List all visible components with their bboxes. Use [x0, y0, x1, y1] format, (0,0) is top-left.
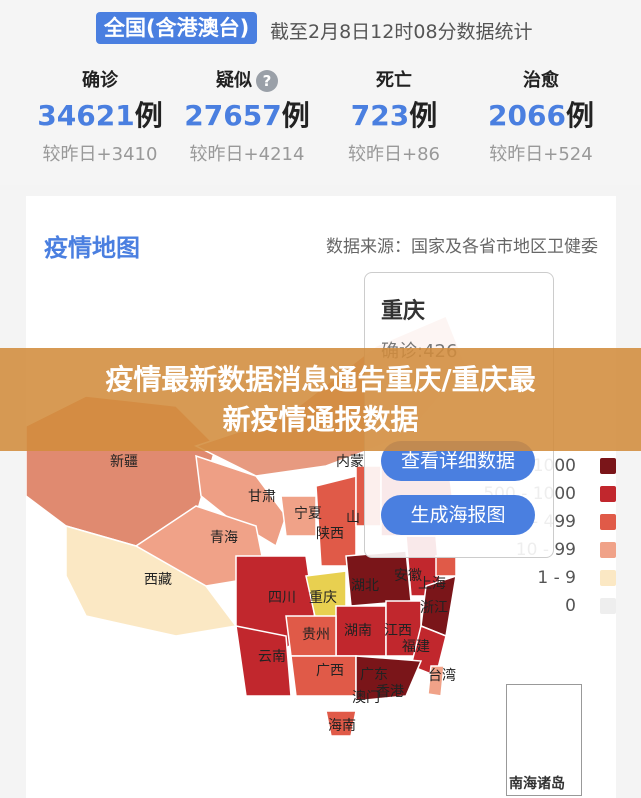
province-label: 陕西	[316, 526, 344, 542]
scope-badge[interactable]: 全国(含港澳台)	[96, 12, 258, 44]
province-label: 新疆	[110, 454, 138, 470]
region-hainan	[325, 710, 357, 737]
region-yunnan	[235, 625, 292, 697]
province-label: 内蒙	[336, 454, 364, 470]
province-label: 上海	[418, 576, 446, 592]
stat-deaths: 死亡 723例 较昨日+86	[348, 70, 440, 165]
province-label: 青海	[210, 530, 238, 546]
question-circle-icon[interactable]: ?	[256, 70, 278, 92]
province-label: 西藏	[144, 572, 172, 588]
province-label: 香港	[376, 684, 404, 700]
province-label: 湖南	[344, 623, 372, 639]
province-label: 重庆	[309, 590, 337, 606]
as-of-text: 截至2月8日12时08分数据统计	[270, 21, 533, 43]
legend-swatch	[600, 542, 616, 558]
province-label: 台湾	[428, 667, 456, 684]
south-china-sea-inset: 南海诸岛	[506, 684, 582, 796]
region-xizang	[65, 525, 238, 637]
province-label: 福建	[402, 639, 430, 655]
region-taiwan	[427, 665, 445, 697]
summary-panel: 全国(含港澳台) 截至2月8日12时08分数据统计 确诊 34621例 较昨日+…	[0, 0, 641, 185]
legend-swatch	[600, 598, 616, 614]
province-label: 四川	[268, 590, 296, 606]
province-label: 甘肃	[248, 489, 276, 505]
data-source: 数据来源：国家及各省市地区卫健委	[326, 237, 598, 257]
legend-swatch	[600, 514, 616, 530]
map-title: 疫情地图	[44, 234, 140, 262]
legend-item: 1 - 9	[496, 568, 616, 588]
legend-swatch	[600, 458, 616, 474]
province-label: 湖北	[351, 578, 379, 594]
province-label: 山	[346, 510, 360, 526]
province-label: 海南	[328, 718, 356, 734]
province-label: 安徽	[394, 568, 422, 584]
province-label: 贵州	[302, 627, 330, 643]
region-gansu	[195, 454, 287, 548]
province-label: 广东	[360, 667, 388, 683]
region-shanghai	[435, 555, 457, 577]
stat-confirmed: 确诊 34621例 较昨日+3410	[37, 70, 163, 165]
map-card: 疫情地图 数据来源：国家及各省市地区卫健委	[26, 196, 616, 798]
stat-suspected: 疑似? 27657例 较昨日+4214	[184, 70, 310, 165]
headline-banner: 疫情最新数据消息通告重庆/重庆最 新疫情通报数据	[0, 348, 641, 451]
province-label: 广西	[316, 663, 344, 679]
province-label: 云南	[258, 649, 286, 665]
region-ningxia	[280, 495, 317, 537]
legend-swatch	[600, 486, 616, 502]
province-labels: 新疆 内蒙 甘肃 宁夏 青海 陕西 山 西藏 四川 重庆 湖北 安徽 上海 浙江…	[110, 454, 456, 734]
stat-recovered: 治愈 2066例 较昨日+524	[488, 70, 594, 165]
province-label: 浙江	[420, 600, 448, 616]
tooltip-province-name: 重庆	[381, 299, 426, 324]
legend-item: 0	[496, 596, 616, 616]
province-label: 宁夏	[294, 505, 322, 522]
region-guangdong	[355, 655, 423, 702]
province-label: 江西	[384, 623, 412, 639]
legend-swatch	[600, 570, 616, 586]
generate-poster-button[interactable]: 生成海报图	[381, 495, 535, 535]
province-label: 澳门	[352, 690, 380, 706]
